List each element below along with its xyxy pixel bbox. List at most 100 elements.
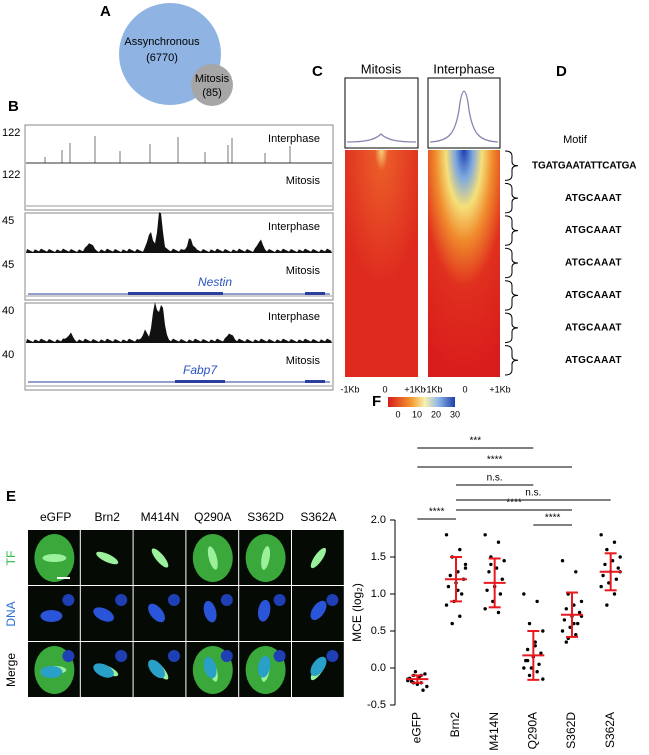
data-point (458, 614, 462, 618)
track-name: Interphase (268, 221, 320, 233)
motifs: TGATGAATATTCATGA ATGCAAAT ATGCAAAT ATGCAAAT… (504, 150, 637, 376)
significance-label: n.s. (487, 473, 503, 484)
data-point (525, 658, 530, 663)
data-point (448, 573, 452, 578)
dna (310, 656, 327, 677)
chromatin (310, 547, 327, 569)
dna (62, 594, 75, 606)
profile-box (344, 77, 419, 149)
gene-exon (305, 292, 325, 295)
data-point (425, 684, 429, 689)
chromatin (96, 551, 119, 565)
data-point (574, 570, 578, 574)
dna (203, 656, 217, 679)
track-name: Mitosis (286, 355, 321, 367)
column-label: S362D (247, 510, 284, 524)
brace (504, 182, 519, 214)
data-point (533, 640, 537, 644)
column-title: Mitosis (361, 61, 402, 76)
data-point (560, 629, 565, 633)
chromatin (151, 548, 169, 568)
panel-label: A (100, 3, 111, 20)
dna (310, 600, 327, 621)
data-point (456, 570, 460, 574)
significance-label: **** (429, 507, 445, 518)
y-axis-title: MCE (log₂) (350, 583, 364, 642)
y-tick-label: 1.5 (371, 551, 386, 563)
x-label: -1Kb (423, 384, 442, 394)
y-tick-label: 0.5 (371, 625, 386, 637)
x-label: +1Kb (489, 384, 510, 394)
motif-logo: ATGCAAAT (565, 193, 621, 204)
profile (346, 133, 417, 143)
row-label: Merge (4, 653, 18, 687)
data-point (489, 562, 493, 567)
micrographs: eGFP Brn2 M414N Q290A S362D S362A TF DNA Merge (4, 510, 344, 697)
data-point (483, 607, 487, 611)
dna (115, 650, 128, 662)
track-scale: 45 (2, 215, 14, 227)
significance-label: **** (487, 455, 503, 466)
x-label: 0 (462, 384, 467, 394)
data-point (541, 629, 545, 633)
x-tick-label: S362A (603, 712, 617, 748)
set-count: (6770) (146, 52, 178, 64)
panel-label: C (312, 63, 323, 80)
significance-label: n.s. (525, 488, 541, 499)
data-point (577, 610, 582, 615)
data-point (610, 559, 615, 563)
dna (220, 650, 233, 662)
data-point (539, 651, 543, 655)
motif-title: Motif (563, 134, 588, 146)
x-tick-label: eGFP (410, 712, 424, 743)
dna (220, 594, 233, 606)
dna (273, 650, 286, 662)
colorbar-tick: 30 (450, 409, 460, 419)
y-tick-label: -0.5 (367, 699, 386, 711)
track-scale: 45 (2, 259, 14, 271)
data-point (601, 573, 605, 578)
x-tick-label: Brn2 (448, 712, 462, 738)
x-tick-label: S362D (564, 712, 578, 749)
track-scale: 40 (2, 349, 14, 361)
colorbar-tick: 10 (412, 409, 422, 419)
data-point (460, 592, 464, 596)
data-point (485, 588, 489, 592)
data-point (450, 621, 454, 626)
profile (429, 90, 499, 143)
gene-exon (175, 380, 225, 383)
data-point (423, 672, 427, 676)
track-scale: 40 (2, 305, 14, 317)
dna (257, 655, 271, 678)
significance-label: *** (469, 436, 481, 447)
track-frames (24, 124, 334, 391)
dna (273, 594, 286, 606)
colorbar-ticks: 0 10 20 30 (395, 409, 460, 419)
data-point (413, 670, 418, 674)
gene-exon (305, 380, 325, 383)
x-label: +1Kb (404, 384, 425, 394)
data-point (599, 584, 603, 589)
data-point (612, 540, 617, 544)
venn-circle (191, 64, 233, 106)
motif-logo: TGATGAATATTCATGA (532, 160, 636, 171)
data-point (491, 599, 495, 604)
track-name: Mitosis (286, 175, 321, 187)
brace (504, 215, 519, 246)
data-point (535, 599, 539, 604)
dna (40, 666, 63, 678)
data-point (527, 621, 532, 626)
signal (44, 136, 291, 163)
motif-logo: ATGCAAAT (565, 322, 621, 333)
data-point (564, 640, 568, 644)
dna (93, 663, 114, 678)
data-point (564, 607, 568, 611)
data-point (483, 533, 487, 537)
column-label: S362A (300, 510, 336, 524)
set-name: Mitosis (195, 73, 230, 85)
dna (148, 659, 165, 679)
column-label: Brn2 (95, 510, 121, 524)
data-point (496, 540, 501, 544)
data-point (572, 603, 576, 607)
dna (93, 607, 114, 622)
